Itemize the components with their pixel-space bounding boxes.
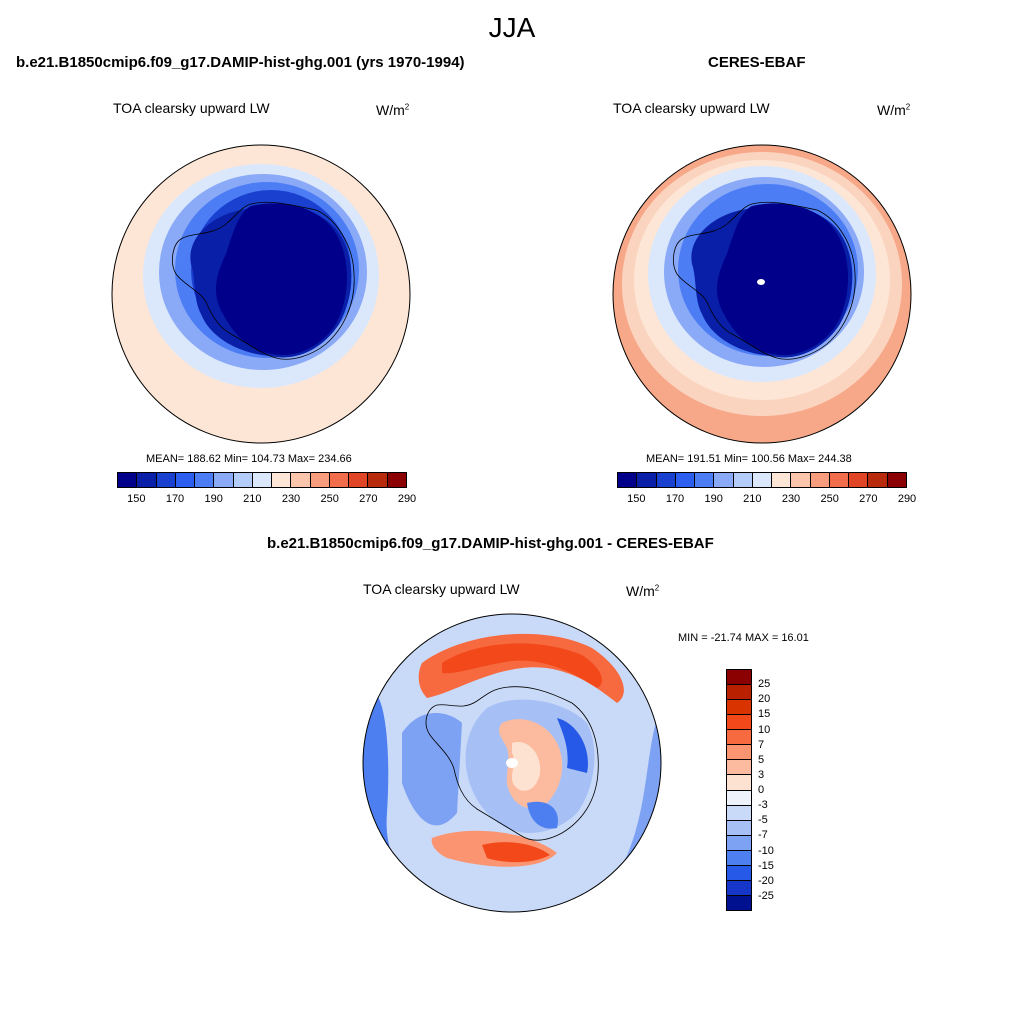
colorbar-segment: [118, 473, 138, 487]
model-colorbar: [117, 472, 407, 488]
colorbar-tick-label: -3: [758, 799, 768, 812]
colorbar-segment: [849, 473, 869, 487]
obs-polar-map: [612, 144, 912, 444]
colorbar-segment: [195, 473, 215, 487]
colorbar-tick-label: -5: [758, 814, 768, 827]
obs-variable-title: TOA clearsky upward LW: [613, 100, 770, 116]
colorbar-segment: [772, 473, 792, 487]
colorbar-tick-label: -20: [758, 874, 774, 887]
colorbar-segment: [714, 473, 734, 487]
colorbar-tick-label: -10: [758, 844, 774, 857]
figure-title: JJA: [488, 12, 536, 43]
colorbar-tick-label: -25: [758, 889, 774, 902]
colorbar-tick-label: -15: [758, 859, 774, 872]
colorbar-tick-label: 290: [397, 493, 417, 505]
colorbar-tick-label: 190: [204, 493, 223, 505]
colorbar-tick-label: 150: [627, 493, 646, 505]
colorbar-segment: [727, 790, 751, 806]
colorbar-segment: [637, 473, 657, 487]
colorbar-segment: [656, 473, 676, 487]
colorbar-segment: [727, 700, 751, 716]
colorbar-segment: [675, 473, 696, 487]
colorbar-segment: [291, 473, 311, 487]
diff-variable-title: TOA clearsky upward LW: [363, 581, 520, 597]
colorbar-tick-label: 170: [665, 493, 685, 505]
colorbar-tick-label: 170: [165, 493, 185, 505]
colorbar-tick-label: 0: [758, 784, 765, 796]
colorbar-segment: [727, 745, 751, 761]
colorbar-tick-label: 10: [758, 723, 771, 736]
colorbar-tick-label: 250: [320, 493, 339, 505]
colorbar-segment: [272, 473, 292, 487]
obs-stats: MEAN= 191.51 Min= 100.56 Max= 244.38: [646, 453, 852, 465]
colorbar-tick-label: 230: [281, 493, 301, 505]
colorbar-tick-label: 5: [758, 753, 765, 766]
colorbar-segment: [752, 473, 773, 487]
colorbar-segment: [214, 473, 234, 487]
colorbar-segment: [233, 473, 253, 487]
colorbar-segment: [695, 473, 715, 487]
colorbar-segment: [810, 473, 830, 487]
colorbar-segment: [727, 730, 751, 746]
colorbar-segment: [887, 473, 906, 487]
colorbar-tick-label: 250: [820, 493, 839, 505]
colorbar-segment: [137, 473, 157, 487]
model-panel-title: b.e21.B1850cmip6.f09_g17.DAMIP-hist-ghg.…: [16, 54, 465, 71]
obs-panel-title: CERES-EBAF: [708, 54, 806, 71]
colorbar-tick-label: 210: [743, 493, 762, 505]
colorbar-tick-label: 25: [758, 678, 771, 691]
diff-colorbar-ticks: 25 20 15 10 7 5 3 0 -3 -5 -7 -10 -15 -20 -25: [758, 669, 798, 911]
model-units: W/m2: [376, 102, 410, 118]
colorbar-segment: [727, 760, 751, 776]
colorbar-tick-label: 150: [127, 493, 146, 505]
model-colorbar-ticks: 150 170 190 210 230 250 270 290: [117, 493, 416, 507]
colorbar-segment: [791, 473, 811, 487]
obs-colorbar-ticks: 150 170 190 210 230 250 270 290: [617, 493, 916, 507]
colorbar-tick-label: 15: [758, 708, 771, 721]
diff-units: W/m2: [626, 583, 660, 599]
colorbar-tick-label: 290: [897, 493, 917, 505]
colorbar-tick-label: 270: [859, 493, 878, 505]
colorbar-segment: [368, 473, 388, 487]
colorbar-segment: [618, 473, 638, 487]
colorbar-segment: [329, 473, 350, 487]
colorbar-segment: [387, 473, 406, 487]
colorbar-tick-label: 20: [758, 693, 771, 706]
colorbar-segment: [252, 473, 273, 487]
diff-polar-map: [362, 613, 662, 913]
colorbar-segment: [727, 805, 751, 821]
colorbar-segment: [829, 473, 850, 487]
colorbar-segment: [727, 715, 751, 731]
colorbar-tick-label: 7: [758, 738, 765, 751]
colorbar-segment: [727, 820, 751, 836]
colorbar-segment: [175, 473, 196, 487]
colorbar-segment: [727, 775, 751, 791]
colorbar-tick-label: 270: [359, 493, 378, 505]
colorbar-segment: [727, 895, 751, 910]
colorbar-segment: [727, 880, 751, 896]
colorbar-segment: [727, 835, 751, 851]
colorbar-segment: [727, 670, 751, 686]
diff-panel-title: b.e21.B1850cmip6.f09_g17.DAMIP-hist-ghg.…: [267, 535, 714, 552]
colorbar-segment: [349, 473, 369, 487]
colorbar-segment: [156, 473, 176, 487]
colorbar-tick-label: 210: [243, 493, 262, 505]
model-variable-title: TOA clearsky upward LW: [113, 100, 270, 116]
colorbar-segment: [310, 473, 330, 487]
colorbar-tick-label: 3: [758, 768, 765, 781]
colorbar-segment: [727, 865, 751, 881]
colorbar-tick-label: 230: [781, 493, 801, 505]
colorbar-tick-label: 190: [704, 493, 723, 505]
colorbar-tick-label: -7: [758, 829, 768, 842]
colorbar-segment: [727, 850, 751, 866]
diff-stats: MIN = -21.74 MAX = 16.01: [678, 632, 809, 644]
colorbar-segment: [733, 473, 753, 487]
obs-colorbar: [617, 472, 907, 488]
colorbar-segment: [727, 685, 751, 701]
obs-units: W/m2: [877, 102, 911, 118]
model-stats: MEAN= 188.62 Min= 104.73 Max= 234.66: [146, 453, 352, 465]
model-polar-map: [111, 144, 411, 444]
colorbar-segment: [868, 473, 888, 487]
diff-colorbar: [726, 669, 752, 911]
